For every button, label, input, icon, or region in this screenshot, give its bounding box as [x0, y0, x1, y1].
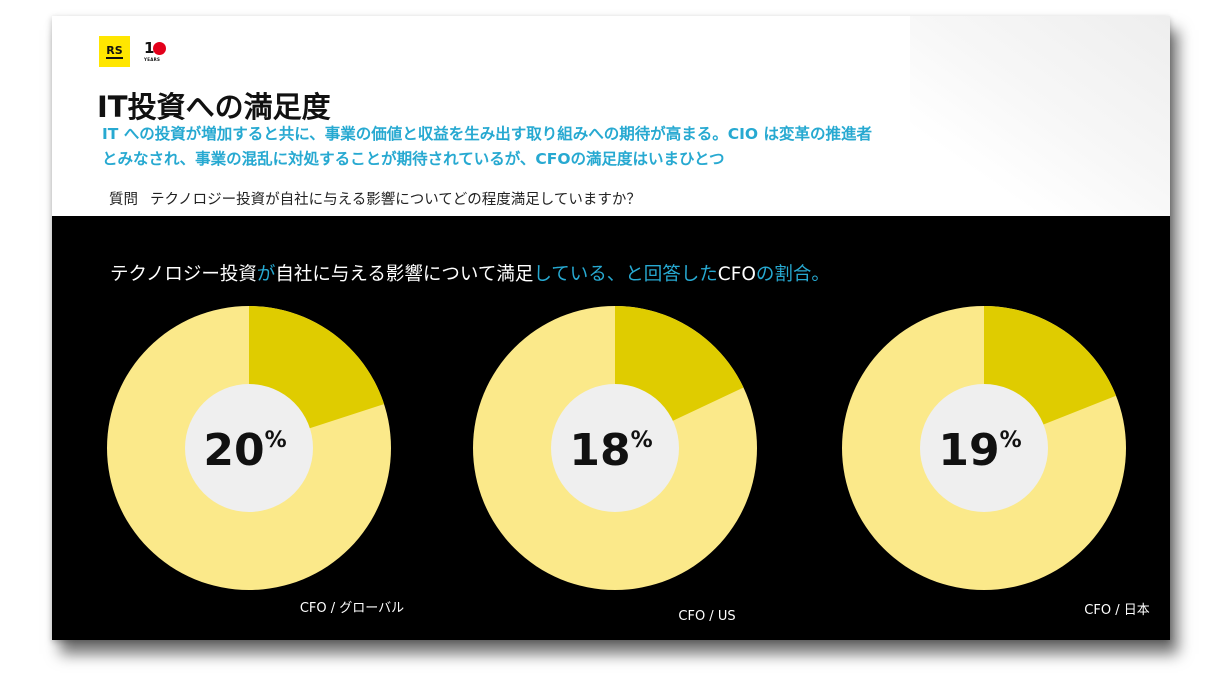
chart-heading: テクノロジー投資が自社に与える影響について満足している、と回答したCFOの割合。 — [110, 260, 830, 286]
donut-center — [551, 384, 679, 512]
heading-seg-3: している、と回答した — [533, 264, 718, 285]
question-text: テクノロジー投資が自社に与える影響についてどの程度満足していますか？ — [150, 192, 641, 208]
heading-seg-0: テクノロジー投資 — [110, 264, 257, 285]
donut-value-label: 20% — [203, 425, 286, 476]
ten-years-dot-icon — [153, 42, 166, 55]
donut-chart-1: 18% CFO / US — [473, 306, 757, 624]
corner-shade — [910, 16, 1170, 226]
question-label: 質問 — [109, 192, 138, 208]
slide: RS 1 YEARS IT投資への満足度 IT への投資が増加すると共に、事業の… — [52, 16, 1170, 640]
survey-question: 質問 テクノロジー投資が自社に与える影響についてどの程度満足していますか？ — [109, 188, 641, 209]
heading-seg-4: CFO — [717, 264, 756, 285]
donut-value-label: 19% — [938, 425, 1021, 476]
ten-years-sub: YEARS — [144, 57, 161, 62]
subtitle-line-2: とみなされ、事業の混乱に対処することが期待されているが、CFOの満足度はいまひと… — [102, 150, 725, 168]
donut-chart-0: 20% CFO / グローバル — [107, 306, 404, 616]
subtitle-line-1: IT への投資が増加すると共に、事業の価値と収益を生み出す取り組みへの期待が高ま… — [102, 125, 872, 143]
page-title: IT投資への満足度 — [97, 90, 331, 124]
rs-logo-text: RS — [106, 43, 123, 59]
heading-seg-5: の割合。 — [755, 264, 830, 285]
donut-category-label: CFO / US — [678, 609, 735, 624]
ten-years-logo: 1 YEARS — [144, 39, 180, 65]
ten-years-digit: 1 — [144, 39, 155, 57]
donut-value-label: 18% — [569, 425, 652, 476]
subtitle: IT への投資が増加すると共に、事業の価値と収益を生み出す取り組みへの期待が高ま… — [102, 122, 1142, 172]
donut-center — [920, 384, 1048, 512]
heading-seg-2: 自社に与える影響について満足 — [275, 264, 534, 285]
heading-seg-1: が — [256, 264, 276, 285]
donut-chart-2: 19% CFO / 日本 — [842, 306, 1150, 618]
donut-category-label: CFO / 日本 — [1084, 603, 1149, 618]
donut-center — [185, 384, 313, 512]
donut-charts: 20% CFO / グローバル 18% CFO / US 19% CFO / 日本 — [107, 306, 1150, 624]
donut-category-label: CFO / グローバル — [300, 601, 404, 616]
chart-panel: テクノロジー投資が自社に与える影響について満足している、と回答したCFOの割合。… — [52, 216, 1170, 640]
rs-logo: RS — [99, 36, 130, 67]
